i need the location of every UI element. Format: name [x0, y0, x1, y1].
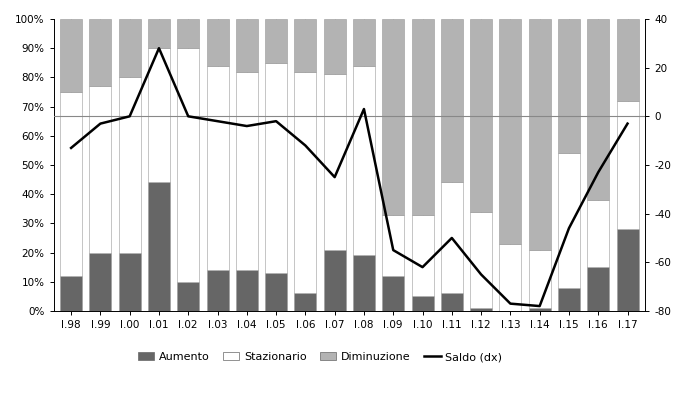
Bar: [441, 19, 463, 183]
Bar: [324, 250, 346, 311]
Bar: [148, 183, 170, 311]
Bar: [60, 19, 82, 92]
Bar: [441, 294, 463, 311]
Bar: [60, 92, 82, 276]
Bar: [324, 19, 346, 75]
Bar: [382, 276, 404, 311]
Legend: Aumento, Stazionario, Diminuzione, Saldo (dx): Aumento, Stazionario, Diminuzione, Saldo…: [133, 348, 506, 367]
Bar: [177, 282, 199, 311]
Bar: [353, 256, 375, 311]
Bar: [236, 270, 258, 311]
Bar: [89, 19, 111, 86]
Bar: [353, 19, 375, 66]
Bar: [353, 66, 375, 256]
Bar: [587, 267, 609, 311]
Bar: [206, 19, 228, 66]
Bar: [382, 19, 404, 215]
Bar: [119, 78, 141, 253]
Bar: [265, 19, 287, 63]
Bar: [587, 19, 609, 200]
Bar: [617, 19, 639, 101]
Bar: [558, 19, 580, 153]
Bar: [470, 19, 492, 212]
Bar: [412, 19, 434, 215]
Bar: [206, 270, 228, 311]
Bar: [119, 253, 141, 311]
Bar: [89, 253, 111, 311]
Bar: [177, 19, 199, 48]
Bar: [382, 215, 404, 276]
Bar: [89, 86, 111, 253]
Bar: [499, 19, 521, 244]
Bar: [119, 19, 141, 78]
Bar: [470, 308, 492, 311]
Bar: [441, 183, 463, 294]
Bar: [148, 48, 170, 183]
Bar: [148, 19, 170, 48]
Bar: [236, 19, 258, 72]
Bar: [587, 200, 609, 267]
Bar: [499, 244, 521, 311]
Bar: [324, 75, 346, 250]
Bar: [294, 72, 316, 294]
Bar: [558, 153, 580, 288]
Bar: [177, 48, 199, 282]
Bar: [236, 72, 258, 270]
Bar: [294, 294, 316, 311]
Bar: [617, 229, 639, 311]
Bar: [529, 308, 551, 311]
Bar: [294, 19, 316, 72]
Bar: [265, 63, 287, 273]
Bar: [617, 101, 639, 229]
Bar: [412, 296, 434, 311]
Bar: [412, 215, 434, 296]
Bar: [470, 212, 492, 308]
Bar: [206, 66, 228, 270]
Bar: [529, 250, 551, 308]
Bar: [558, 288, 580, 311]
Bar: [529, 19, 551, 250]
Bar: [265, 273, 287, 311]
Bar: [60, 276, 82, 311]
